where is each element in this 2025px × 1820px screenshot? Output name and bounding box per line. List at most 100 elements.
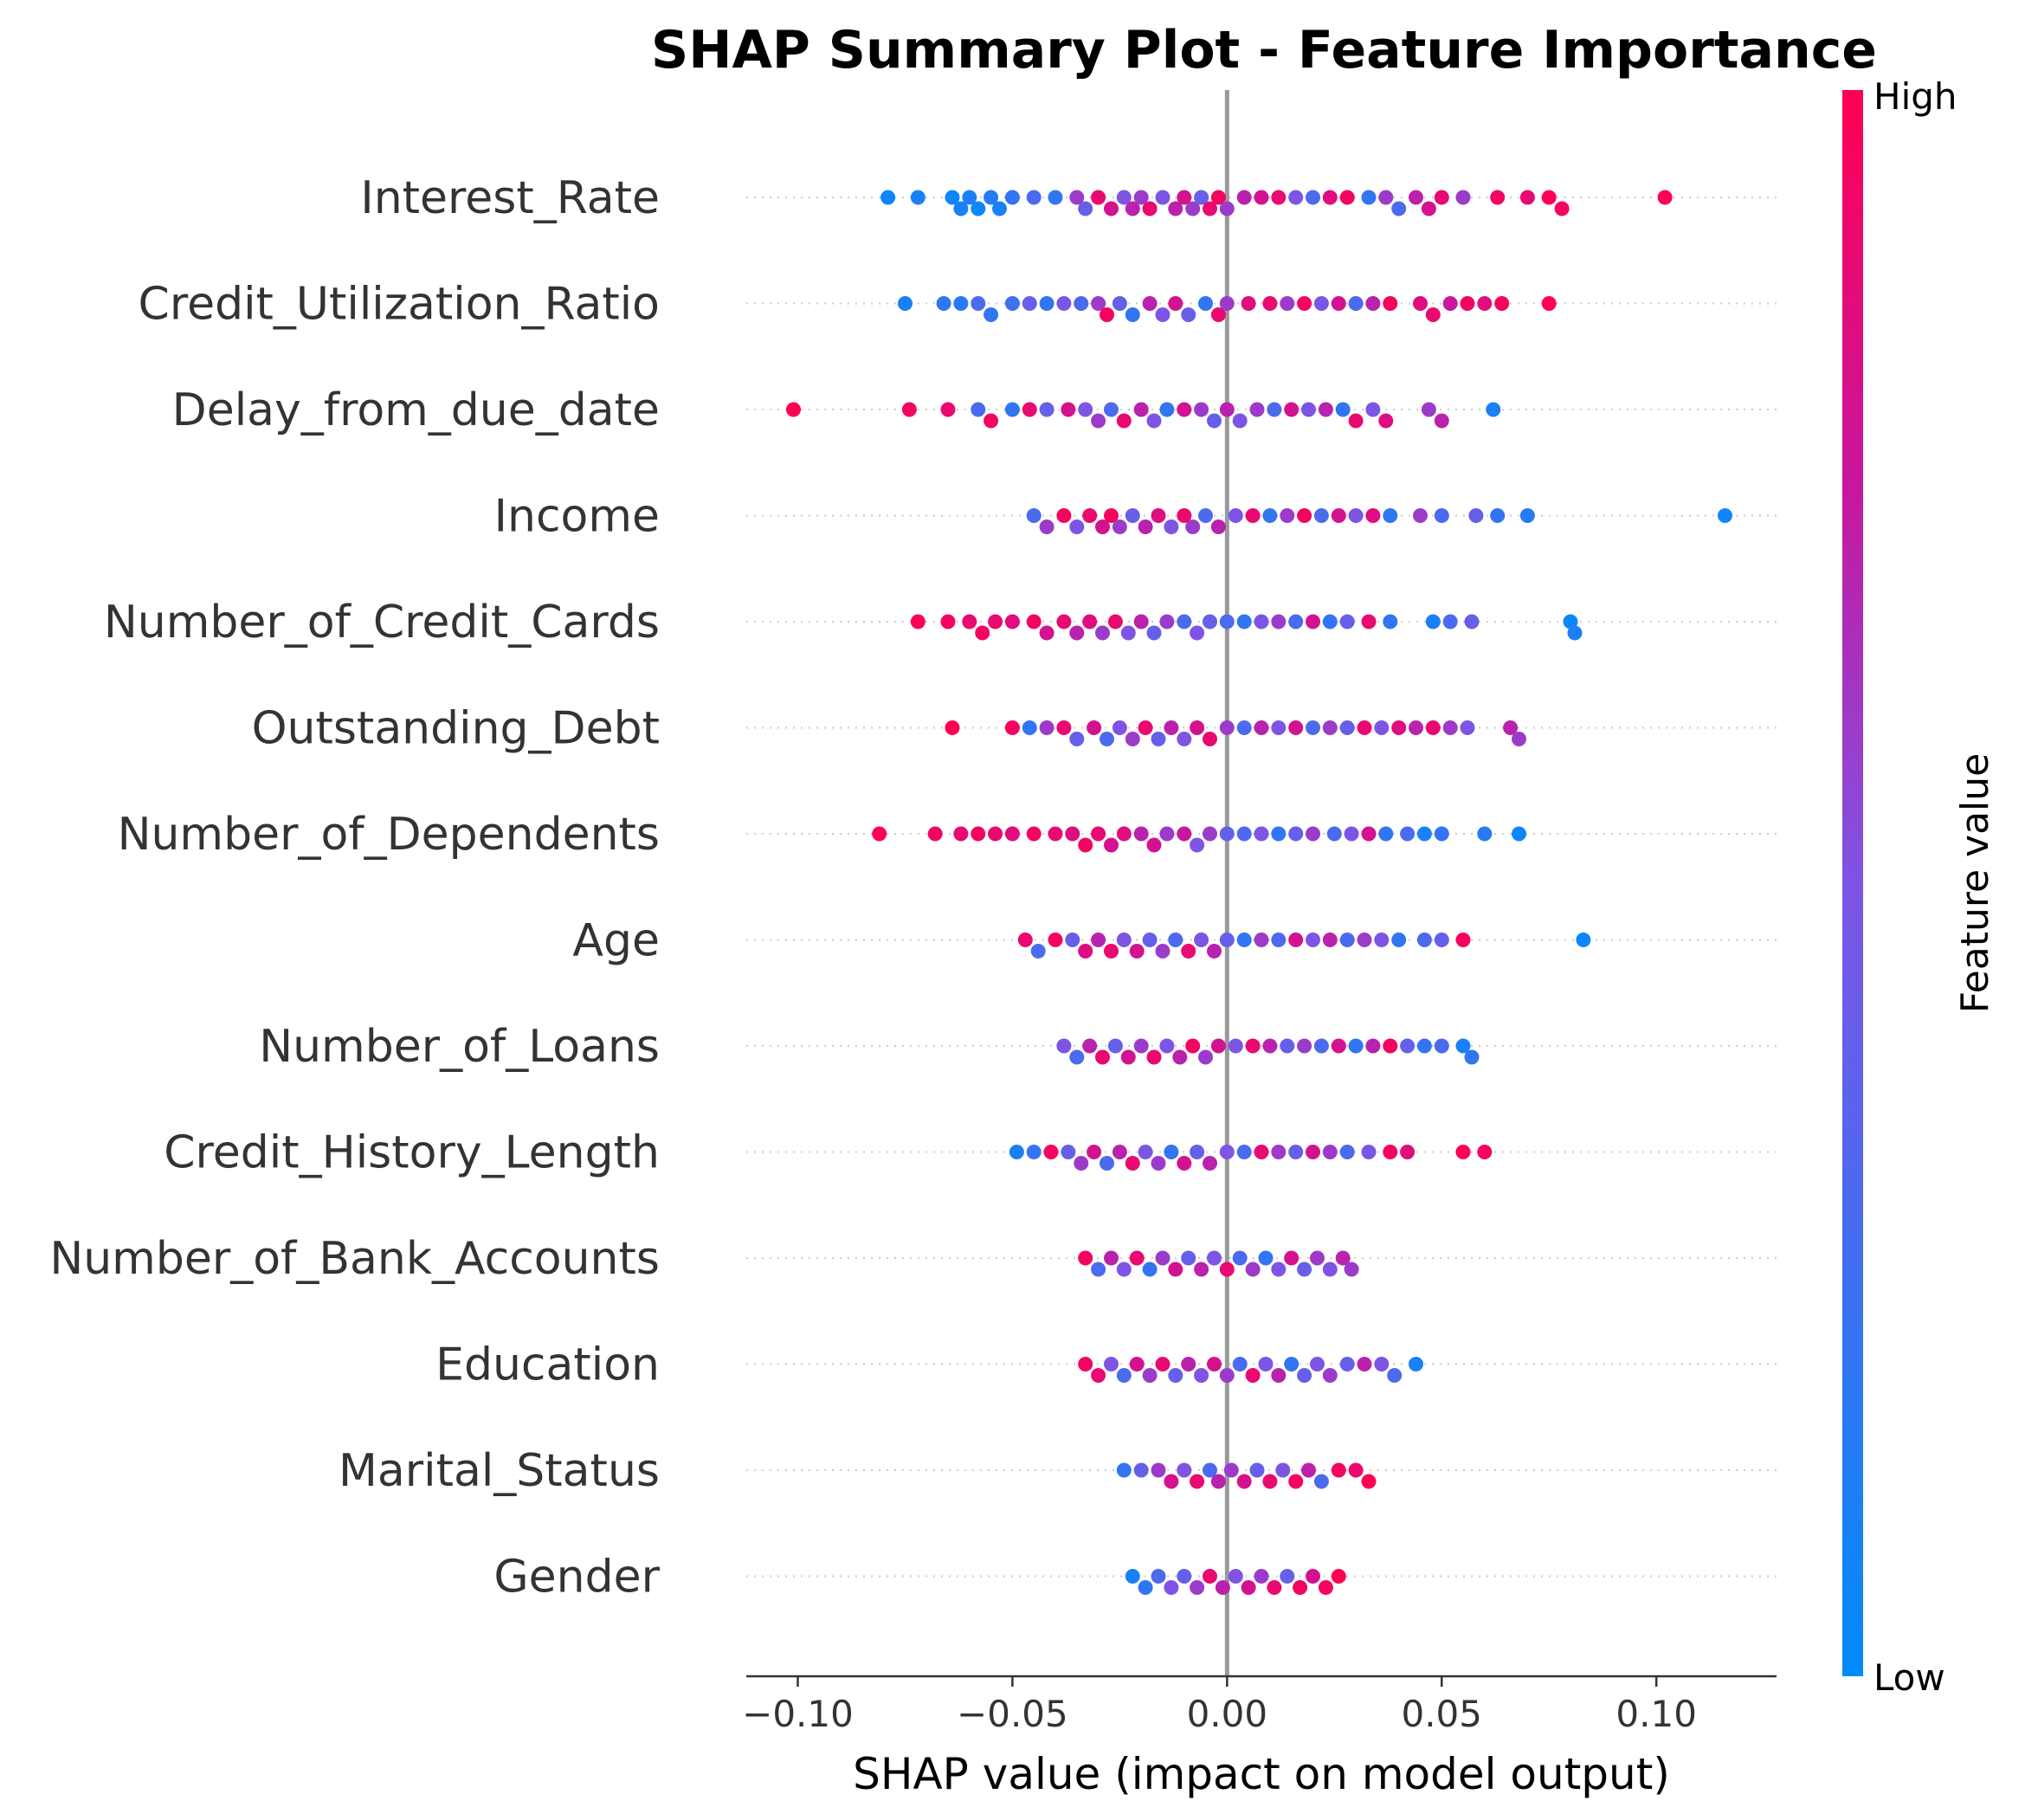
- shap-point: [1339, 1145, 1355, 1159]
- shap-point: [1288, 1145, 1304, 1159]
- shap-point: [1104, 837, 1119, 853]
- shap-point: [1434, 508, 1449, 523]
- shap-point: [953, 826, 969, 842]
- shap-point: [1254, 1569, 1269, 1584]
- shap-point: [1254, 933, 1269, 947]
- shap-point: [1065, 826, 1080, 842]
- shap-point: [1069, 190, 1085, 205]
- shap-point: [1043, 1145, 1059, 1159]
- shap-point: [1022, 720, 1037, 735]
- shap-point: [1232, 413, 1248, 429]
- shap-point: [1258, 1357, 1274, 1371]
- shap-point: [1236, 614, 1252, 629]
- shap-point: [1091, 413, 1106, 429]
- shap-point: [962, 614, 977, 629]
- shap-point: [1374, 1357, 1390, 1371]
- shap-point: [1104, 944, 1119, 958]
- shap-point: [1203, 1569, 1217, 1584]
- shap-point: [1236, 1145, 1252, 1159]
- shap-point: [1297, 508, 1312, 523]
- shap-point: [1306, 933, 1320, 947]
- feature-label-delay-from-due-date: Delay_from_due_date: [172, 384, 660, 436]
- shap-point: [1254, 190, 1269, 205]
- shap-point: [1116, 1262, 1132, 1277]
- shap-point: [1159, 402, 1175, 417]
- shap-point: [1026, 508, 1042, 523]
- shap-point: [1254, 720, 1269, 735]
- shap-point: [1275, 1462, 1291, 1478]
- feature-label-income: Income: [494, 491, 660, 543]
- shap-point: [1164, 720, 1179, 735]
- shap-point: [1313, 1038, 1329, 1054]
- shap-point: [1125, 307, 1140, 322]
- shap-point: [1078, 1357, 1093, 1371]
- shap-point: [1284, 1357, 1299, 1371]
- shap-point: [1391, 720, 1407, 735]
- shap-point: [1056, 508, 1072, 523]
- shap-point: [1378, 826, 1394, 842]
- shap-point: [1181, 307, 1196, 322]
- shap-point: [971, 201, 986, 216]
- shap-point: [1322, 1368, 1338, 1383]
- shap-point: [1280, 508, 1295, 523]
- shap-point: [1306, 826, 1320, 842]
- shap-point: [1151, 732, 1166, 746]
- shap-point: [1116, 413, 1132, 429]
- shap-point: [1100, 732, 1114, 746]
- shap-point: [1490, 190, 1506, 205]
- shap-point: [1383, 1145, 1398, 1159]
- shap-point: [1004, 614, 1020, 629]
- shap-point: [1091, 190, 1106, 205]
- shap-point: [1245, 1262, 1261, 1277]
- shap-point: [1039, 296, 1054, 311]
- shap-point: [1061, 1145, 1076, 1159]
- shap-point: [1181, 944, 1196, 958]
- shap-point: [1310, 1250, 1325, 1266]
- shap-point: [1297, 1262, 1312, 1277]
- shap-point: [1039, 720, 1054, 735]
- shap-point: [1460, 296, 1475, 311]
- shap-point: [1228, 1569, 1243, 1584]
- shap-point: [901, 402, 917, 417]
- shap-point: [1026, 190, 1042, 205]
- shap-point: [1477, 1145, 1493, 1159]
- shap-point: [1387, 1368, 1403, 1383]
- shap-point: [1361, 1145, 1377, 1159]
- shap-point: [1207, 413, 1222, 429]
- shap-point: [1078, 1250, 1093, 1266]
- shap-point: [1017, 933, 1033, 947]
- shap-point: [1177, 508, 1192, 523]
- shap-point: [1138, 1145, 1153, 1159]
- shap-point: [1091, 933, 1106, 947]
- shap-point: [1159, 826, 1175, 842]
- shap-point: [1271, 614, 1287, 629]
- shap-point: [1318, 1580, 1333, 1595]
- shap-point: [1416, 1038, 1432, 1054]
- shap-point: [975, 625, 990, 641]
- shap-point: [1576, 933, 1591, 947]
- shap-point: [1271, 933, 1287, 947]
- shap-point: [1177, 732, 1192, 746]
- shap-point: [1190, 1474, 1205, 1489]
- shap-point: [1271, 1262, 1287, 1277]
- shap-point: [1069, 732, 1085, 746]
- shap-point: [983, 307, 999, 322]
- shap-point: [1219, 201, 1235, 216]
- shap-point: [1490, 508, 1506, 523]
- shap-point: [1228, 1038, 1243, 1054]
- shap-point: [1138, 720, 1153, 735]
- shap-point: [1331, 1038, 1346, 1054]
- shap-point: [1198, 508, 1213, 523]
- shap-point: [1151, 1569, 1166, 1584]
- shap-point: [927, 826, 943, 842]
- shap-point: [910, 614, 925, 629]
- shap-point: [1262, 1474, 1278, 1489]
- feature-label-age: Age: [572, 915, 660, 967]
- shap-point: [1236, 190, 1252, 205]
- shap-point: [1232, 1250, 1248, 1266]
- shap-point: [1254, 614, 1269, 629]
- shap-point: [1477, 296, 1493, 311]
- feature-label-gender: Gender: [493, 1552, 660, 1604]
- feature-label-outstanding-debt: Outstanding_Debt: [252, 703, 660, 755]
- shap-point: [1078, 944, 1093, 958]
